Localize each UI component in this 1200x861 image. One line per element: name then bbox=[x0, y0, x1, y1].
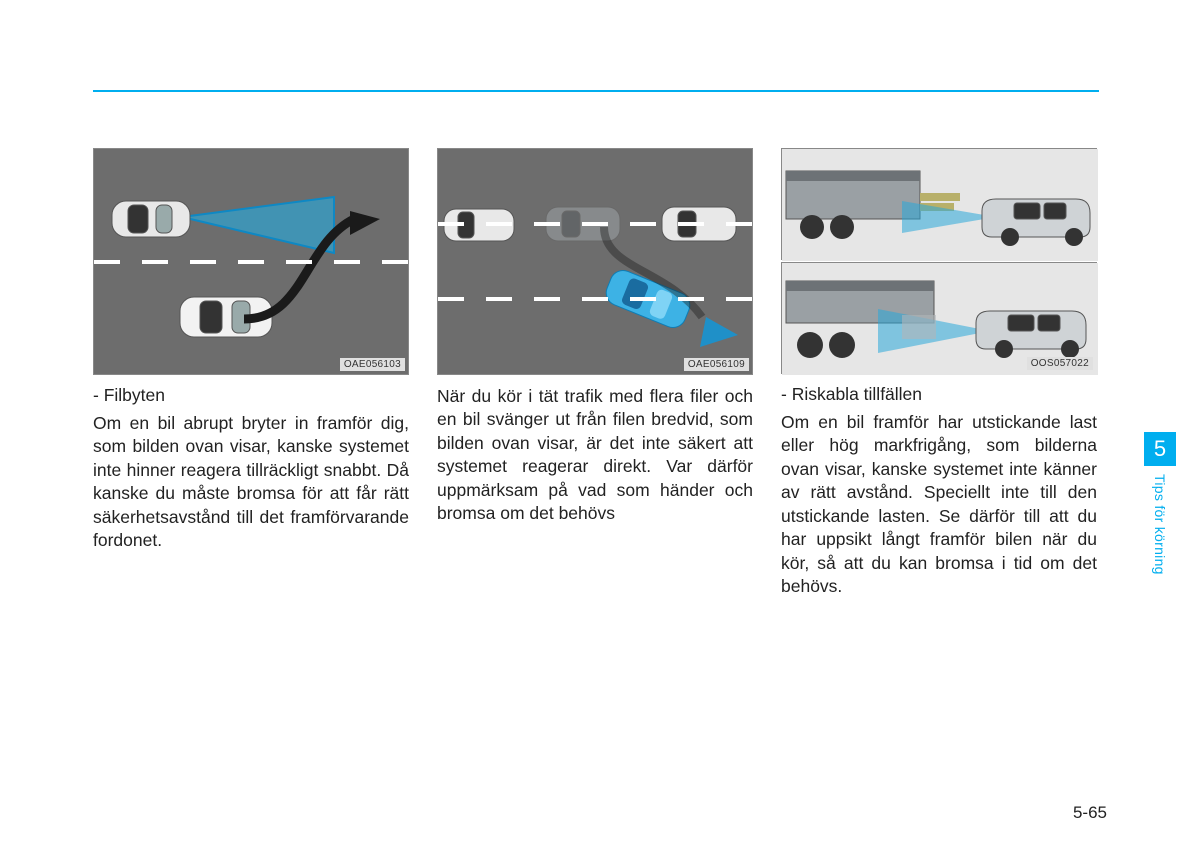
column-1: OAE056103 - Filbyten Om en bil abrupt br… bbox=[93, 148, 409, 599]
illustration-truck-top bbox=[782, 149, 1098, 261]
heading-filbyten: - Filbyten bbox=[93, 385, 409, 406]
column-3: OOS057022 - Riskabla tillfällen Om en bi… bbox=[781, 148, 1097, 599]
figure-code: OAE056109 bbox=[684, 358, 749, 371]
figure-truck-bottom: OOS057022 bbox=[781, 262, 1097, 374]
figure-code: OAE056103 bbox=[340, 358, 405, 371]
figure-lane-change: OAE056103 bbox=[93, 148, 409, 375]
illustration-multi-lane bbox=[438, 149, 754, 376]
heading-riskabla: - Riskabla tillfällen bbox=[781, 384, 1097, 405]
figure-multi-lane: OAE056109 bbox=[437, 148, 753, 375]
page-number: 5-65 bbox=[1073, 803, 1107, 823]
paragraph-3: Om en bil framför har utstickande last e… bbox=[781, 411, 1097, 599]
figure-truck-stack: OOS057022 bbox=[781, 148, 1097, 374]
paragraph-2: När du kör i tät trafik med flera filer … bbox=[437, 385, 753, 526]
figure-code: OOS057022 bbox=[1027, 357, 1093, 370]
content-columns: OAE056103 - Filbyten Om en bil abrupt br… bbox=[93, 148, 1099, 599]
paragraph-1: Om en bil abrupt bryter in framför dig, … bbox=[93, 412, 409, 553]
chapter-number: 5 bbox=[1144, 432, 1176, 466]
chapter-label: Tips för körning bbox=[1152, 474, 1168, 575]
lane-markings bbox=[94, 260, 408, 264]
lane-markings bbox=[438, 222, 752, 226]
top-rule bbox=[93, 90, 1099, 92]
side-tab: 5 Tips för körning bbox=[1144, 432, 1176, 575]
column-2: OAE056109 När du kör i tät trafik med fl… bbox=[437, 148, 753, 599]
lane-markings bbox=[438, 297, 752, 301]
figure-truck-top bbox=[781, 148, 1097, 260]
